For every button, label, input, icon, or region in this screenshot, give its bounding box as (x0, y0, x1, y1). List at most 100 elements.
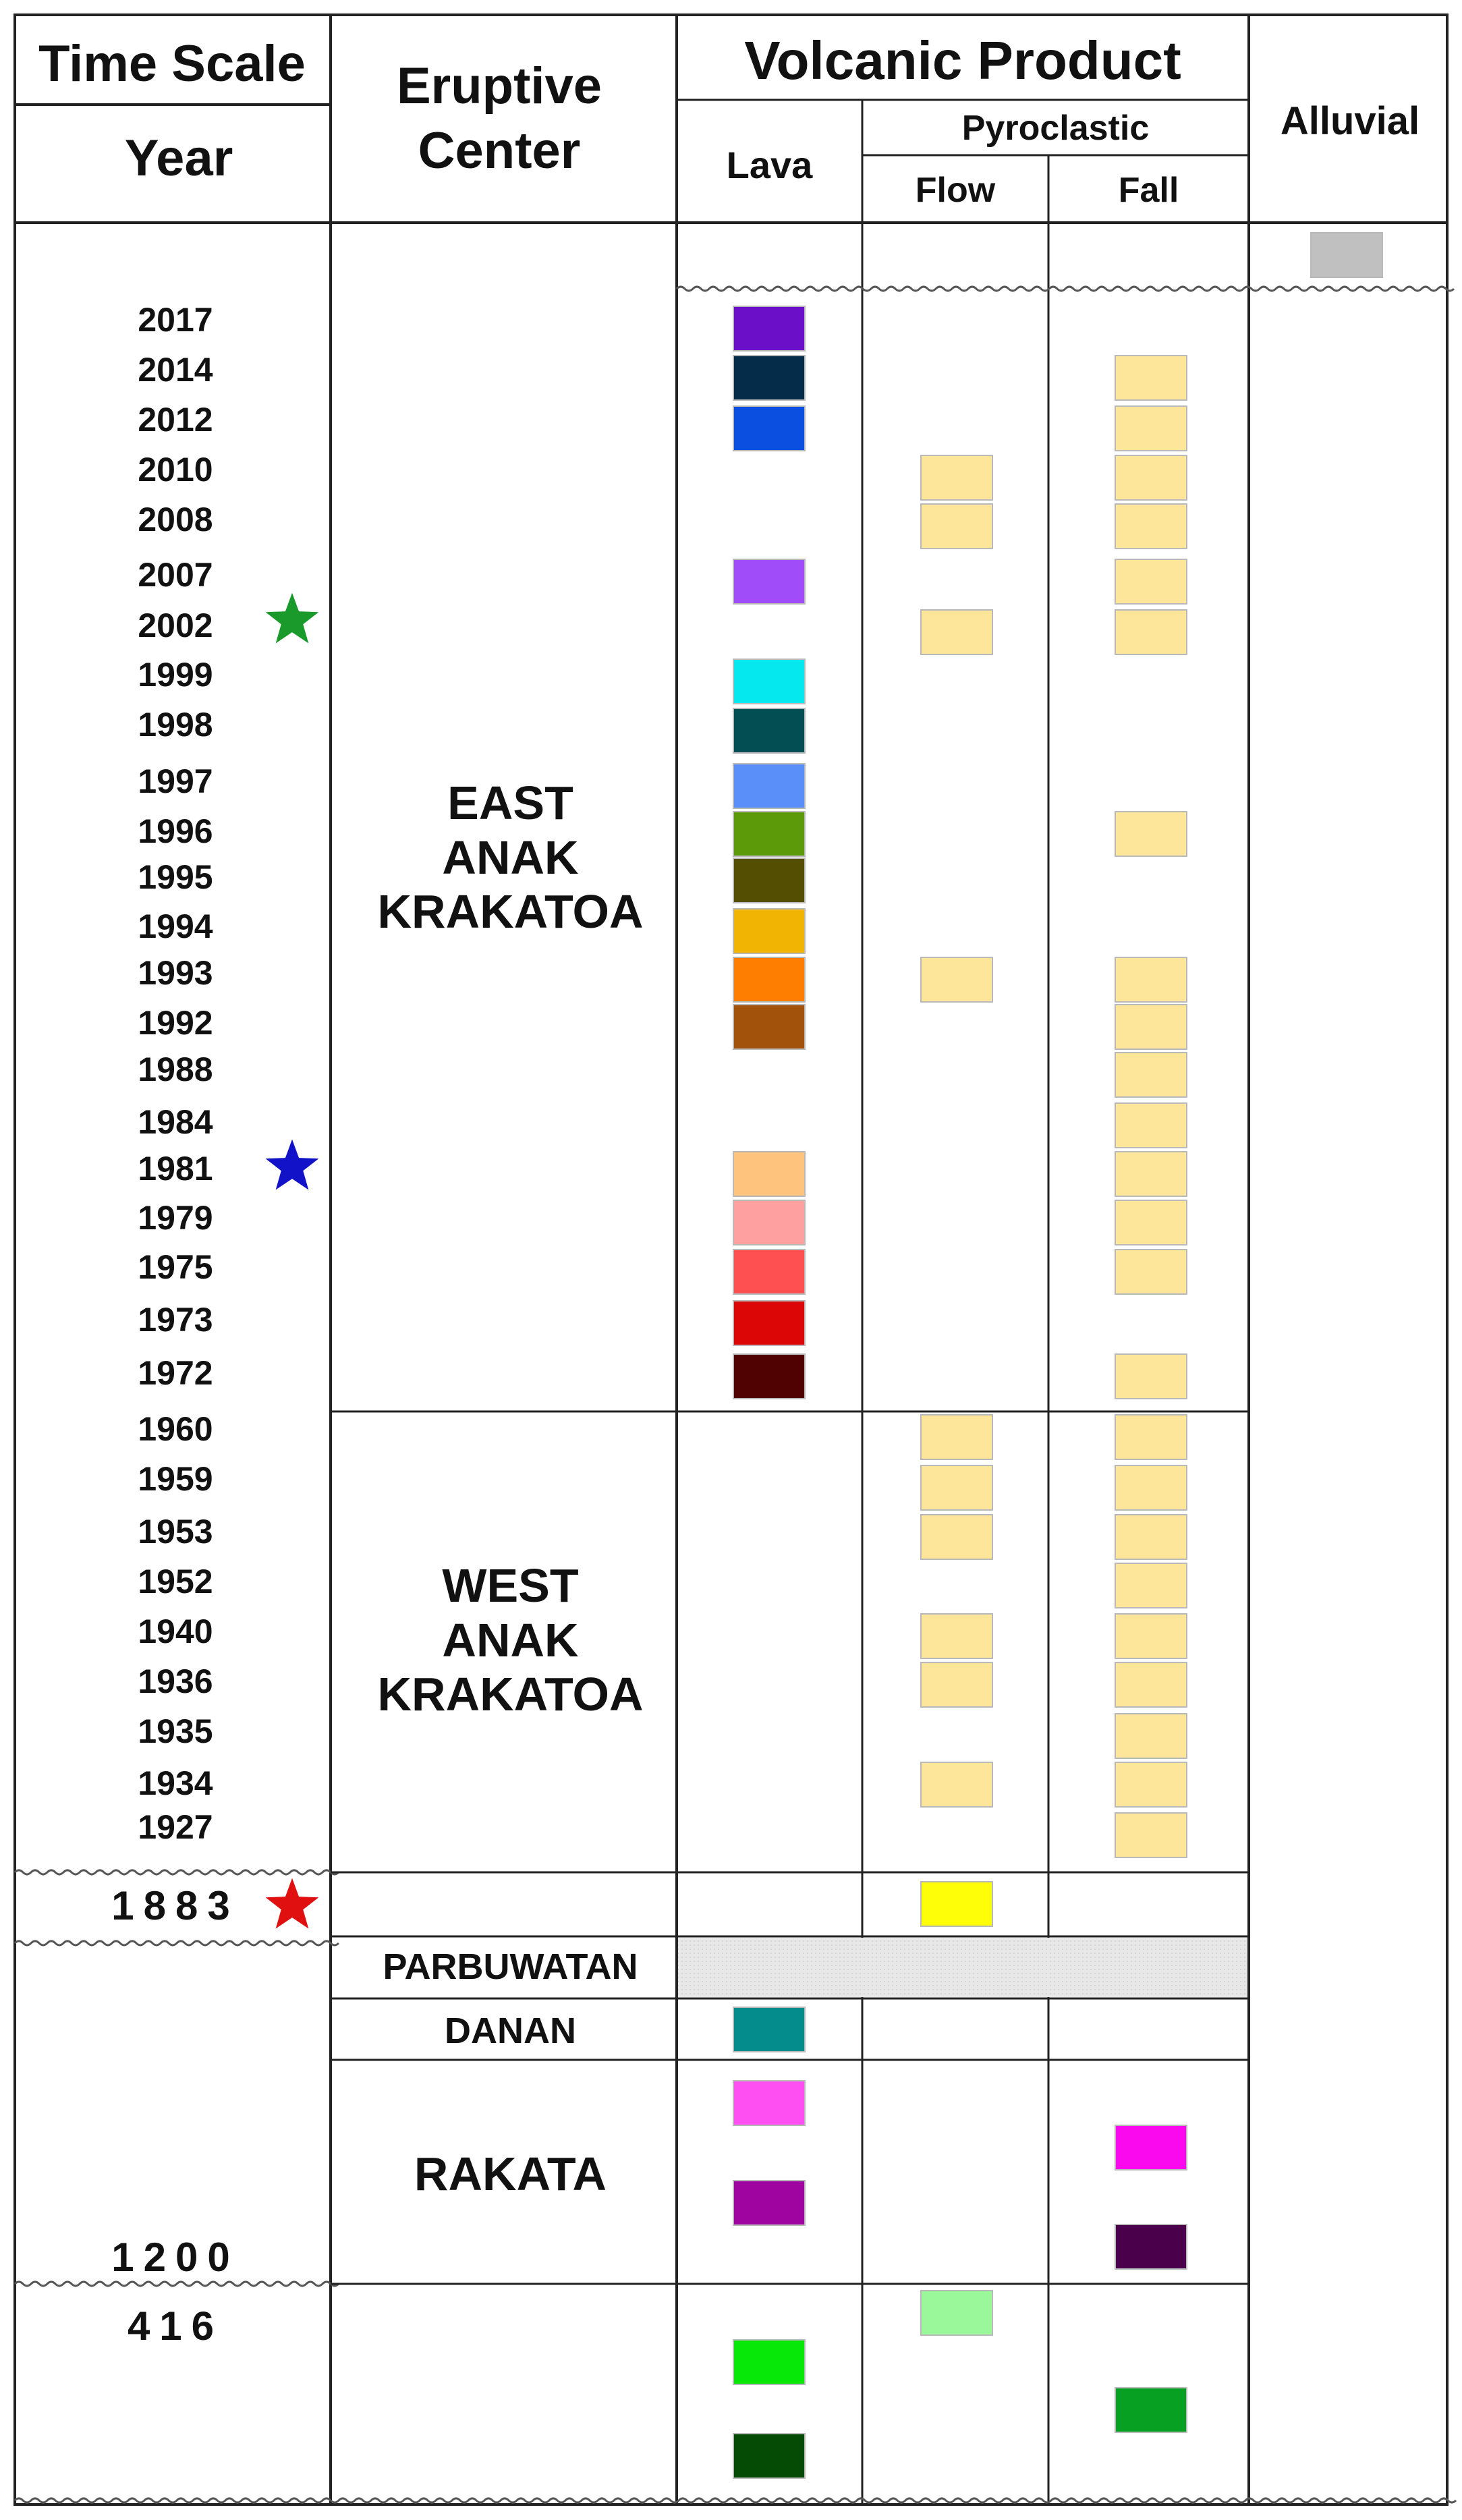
unconformity-line (13, 1869, 340, 1876)
pyroclastic-flow-swatch (920, 1414, 993, 1460)
pyroclastic-fall-swatch (1115, 609, 1187, 655)
pyroclastic-fall-swatch (1115, 1052, 1187, 1098)
pyroclastic-fall-swatch (1115, 1353, 1187, 1399)
year-label: 1992 (138, 1004, 213, 1042)
lava-swatch (733, 708, 806, 754)
year-label: 1972 (138, 1354, 213, 1392)
alluvial-swatch (1310, 232, 1383, 278)
lava-swatch (733, 2007, 806, 2052)
pyroclastic-flow-swatch (920, 2290, 993, 2336)
pyroclastic-flow-swatch (920, 957, 993, 1003)
lava-swatch (733, 2339, 806, 2385)
pyroclastic-fall-swatch (1115, 1713, 1187, 1759)
year-label: 1959 (138, 1460, 213, 1498)
center-line: EAST (447, 777, 573, 829)
year-label: 416 (127, 2303, 224, 2349)
year-label: 1952 (138, 1563, 213, 1600)
pyroclastic-fall-swatch (1115, 1613, 1187, 1659)
pyroclastic-flow-swatch (920, 1465, 993, 1511)
pyroclastic-fall-swatch (1115, 957, 1187, 1003)
lava-swatch (733, 355, 806, 401)
year-label: 1975 (138, 1248, 213, 1286)
year-label: 1988 (138, 1051, 213, 1088)
center-line: WEST (442, 1559, 579, 1612)
center-line: KRAKATOA (377, 1668, 644, 1720)
center-line: KRAKATOA (377, 885, 644, 938)
pyroclastic-fall-swatch (1115, 503, 1187, 549)
pyroclastic-flow-swatch (920, 455, 993, 501)
year-label: 1960 (138, 1410, 213, 1448)
pyroclastic-fall-swatch (1115, 405, 1187, 451)
pyroclastic-fall-swatch (1115, 559, 1187, 605)
eruptive-center-label: RAKATA (414, 2148, 607, 2200)
pyroclastic-header: Pyroclastic (961, 109, 1150, 148)
lava-swatch (733, 1004, 806, 1050)
eruptive-center-header: Eruptive Center (396, 57, 602, 179)
pyroclastic-flow-swatch (920, 1514, 993, 1560)
lava-swatch (733, 405, 806, 451)
eruptive-center-label: DANAN (445, 2011, 576, 2051)
year-label: 1940 (138, 1613, 213, 1650)
year-label: 1883 (111, 1883, 240, 1928)
year-label: 2014 (138, 351, 213, 389)
year-label: 1997 (138, 762, 213, 800)
pyroclastic-fall-swatch (1115, 1414, 1187, 1460)
lava-swatch (733, 2080, 806, 2126)
pyroclastic-fall-swatch (1115, 355, 1187, 401)
pyroclastic-fall-swatch (1115, 455, 1187, 501)
lava-swatch (733, 908, 806, 954)
pyroclastic-fall-swatch (1115, 2125, 1187, 2171)
pyroclastic-flow-swatch (920, 1662, 993, 1708)
lava-swatch (733, 1353, 806, 1399)
year-label: 2010 (138, 451, 213, 488)
star-icon (265, 1139, 319, 1190)
volcanic-product-header: Volcanic Product (744, 30, 1181, 90)
year-label: 1981 (138, 1150, 213, 1187)
pyroclastic-flow-swatch (920, 1881, 993, 1927)
year-label: 2007 (138, 556, 213, 594)
pyroclastic-fall-swatch (1115, 1004, 1187, 1050)
unconformity-line (13, 2280, 340, 2287)
pyroclastic-flow-swatch (920, 503, 993, 549)
lava-swatch (733, 1249, 806, 1295)
lava-swatch (733, 659, 806, 704)
year-label: 2017 (138, 301, 213, 339)
year-label: 1935 (138, 1712, 213, 1750)
unconformity-line (13, 2497, 1457, 2504)
year-label: 2008 (138, 501, 213, 538)
pyroclastic-fall-swatch (1115, 1151, 1187, 1197)
center-line: ANAK (442, 831, 579, 884)
year-label: 1998 (138, 706, 213, 744)
pyroclastic-fall-swatch (1115, 2387, 1187, 2433)
year-header: Year (124, 130, 233, 187)
star-shape (265, 1878, 319, 1929)
year-label: 1927 (138, 1808, 213, 1846)
pyroclastic-fall-swatch (1115, 1762, 1187, 1808)
pyroclastic-fall-swatch (1115, 1102, 1187, 1148)
year-label: 1993 (138, 954, 213, 992)
pyroclastic-fall-swatch (1115, 1563, 1187, 1608)
star-shape (265, 592, 319, 644)
lava-swatch (733, 1300, 806, 1346)
year-label: 2002 (138, 607, 213, 644)
flow-header: Flow (915, 171, 996, 210)
pyroclastic-flow-swatch (920, 1762, 993, 1808)
time-scale-header: Time Scale (38, 35, 306, 92)
year-label: 1979 (138, 1199, 213, 1237)
pyroclastic-flow-swatch (920, 1613, 993, 1659)
year-label: 1934 (138, 1764, 213, 1802)
star-icon (265, 1878, 319, 1929)
year-label: 1973 (138, 1301, 213, 1339)
star-icon (265, 592, 319, 644)
year-label: 1953 (138, 1513, 213, 1550)
table-frame (13, 13, 1449, 2506)
center-line: ANAK (442, 1613, 579, 1667)
pyroclastic-fall-swatch (1115, 2224, 1187, 2270)
pyroclastic-fall-swatch (1115, 1662, 1187, 1708)
lava-swatch (733, 811, 806, 857)
eruptive-center-label: EAST ANAK KRAKATOA (331, 776, 690, 939)
year-label: 2012 (138, 401, 213, 439)
year-label: 1994 (138, 907, 213, 945)
unconformity-line (13, 1940, 340, 1947)
